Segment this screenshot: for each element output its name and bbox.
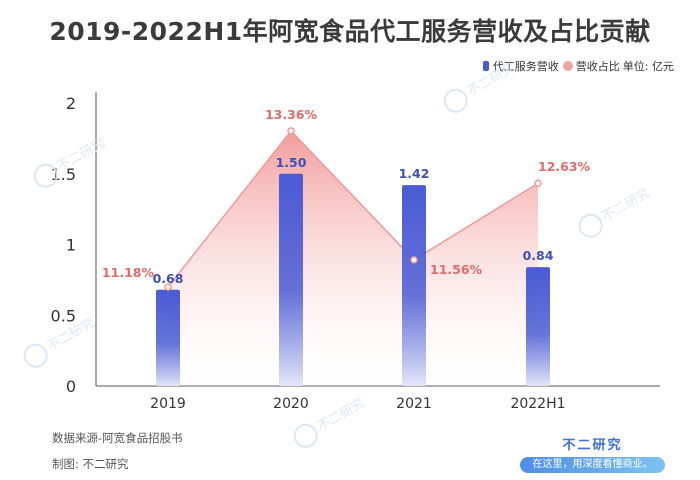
x-tick-label: 2020 <box>273 396 309 412</box>
y-tick-label: 0 <box>66 377 76 396</box>
chart-legend: 代工服务营收 营收占比 单位: 亿元 <box>482 58 674 74</box>
legend-unit-label: 单位: 亿元 <box>622 60 674 73</box>
legend-bar-label: 代工服务营收 <box>492 60 559 73</box>
brand-name: 不二研究 <box>562 438 623 453</box>
bar-2022H1 <box>526 267 550 386</box>
share-point <box>534 179 542 187</box>
y-tick-label: 0.5 <box>51 306 76 325</box>
share-point <box>287 127 295 135</box>
share-value-label: 13.36% <box>265 107 318 122</box>
bar-value-label: 0.68 <box>153 271 184 286</box>
y-tick-label: 1.5 <box>51 165 76 184</box>
share-value-label: 11.56% <box>430 262 483 277</box>
bar-value-label: 0.84 <box>523 248 554 263</box>
chart-title: 2019-2022H1年阿宽食品代工服务营收及占比贡献 <box>49 17 651 46</box>
bar-value-label: 1.42 <box>399 166 430 181</box>
share-line <box>167 129 539 288</box>
source-note: 数据来源-阿宽食品招股书 <box>52 431 183 445</box>
share-point <box>164 283 172 291</box>
x-tick-label: 2022H1 <box>510 396 565 412</box>
bar-2019 <box>156 289 180 386</box>
share-value-label: 12.63% <box>538 159 591 174</box>
bar-2021 <box>402 185 426 386</box>
share-area <box>168 130 538 386</box>
legend-bar-swatch <box>482 61 489 71</box>
y-tick-label: 2 <box>66 94 76 113</box>
bar-value-label: 1.50 <box>276 155 307 170</box>
brand-badge: 不二研究 在这里，用深度看懂商业。 <box>520 434 665 473</box>
bar-2020 <box>279 173 303 386</box>
share-value-label: 11.18% <box>102 265 155 280</box>
x-tick-label: 2021 <box>396 396 432 412</box>
credit-note: 制图: 不二研究 <box>52 457 129 471</box>
x-tick-label: 2019 <box>150 396 186 412</box>
share-point <box>410 256 418 264</box>
y-tick-label: 1 <box>66 236 76 255</box>
brand-slogan: 在这里，用深度看懂商业。 <box>520 457 665 473</box>
legend-area-swatch <box>562 61 573 71</box>
legend-area-label: 营收占比 <box>575 60 620 73</box>
